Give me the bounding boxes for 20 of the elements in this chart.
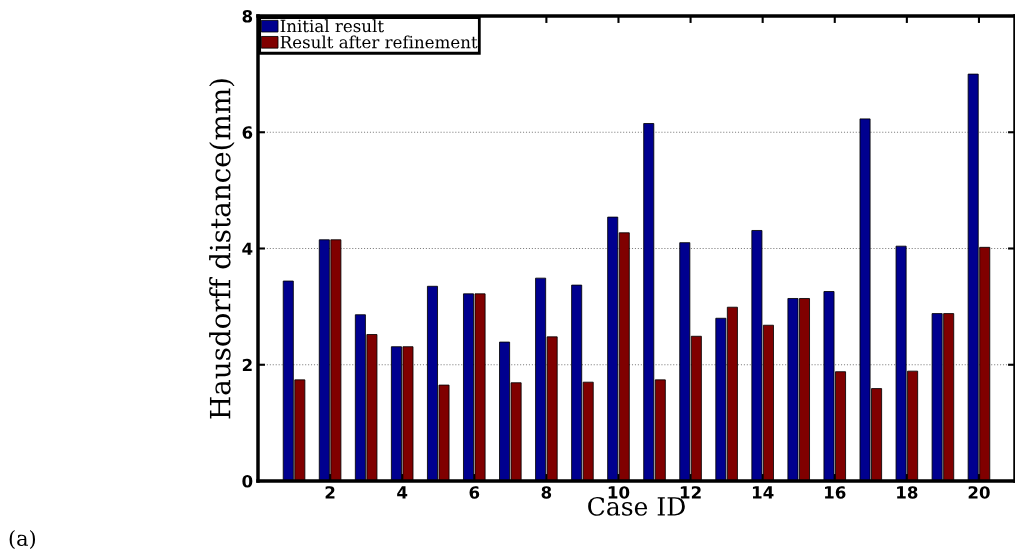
x-tick-label: 18 (897, 486, 918, 499)
legend-label: Initial result (280, 19, 384, 33)
x-tick-label: 2 (325, 486, 335, 499)
x-tick-label: 10 (608, 486, 630, 499)
x-tick-label: 8 (541, 486, 552, 499)
y-tick-label: 0 (242, 474, 253, 488)
text: (a) (9, 529, 36, 549)
legend-label: Result after refinement (280, 35, 478, 49)
x-tick-label: 4 (397, 486, 408, 499)
y-tick-label: 8 (242, 9, 253, 23)
x-tick-label: 12 (680, 486, 701, 499)
x-tick-label: 14 (752, 486, 774, 499)
x-tick-label: 20 (968, 486, 990, 499)
x-tick-label: 6 (469, 486, 480, 499)
x-axis-title: Case ID (588, 496, 685, 516)
y-axis-title: Hausdorff distance(mm) (209, 79, 235, 419)
y-tick-label: 6 (242, 126, 253, 139)
y-tick-label: 4 (242, 242, 253, 255)
x-tick-label: 16 (825, 486, 846, 499)
y-tick-label: 2 (242, 358, 252, 372)
